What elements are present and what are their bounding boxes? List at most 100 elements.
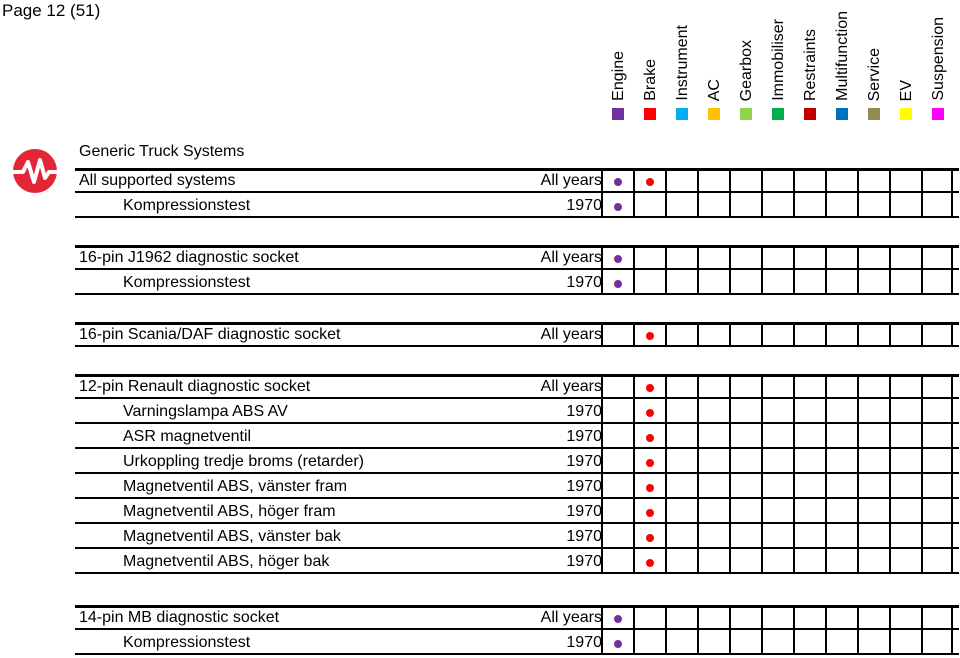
supported-dot-icon [614,178,622,186]
cell-immobiliser [761,171,793,191]
cell-suspension [921,630,953,653]
supported-dot-icon [614,615,622,623]
row-name: ASR magnetventil [123,428,252,445]
cell-ac [697,549,729,572]
table-row: Kompressionstest 1970 [75,630,959,655]
color-swatch-icon [772,108,784,120]
row-name: Kompressionstest [123,197,251,214]
cell-ev [889,325,921,345]
color-swatch-icon [612,108,624,120]
cell-engine [601,524,633,547]
page-number: Page 12 (51) [2,1,101,20]
supported-dot-icon [614,280,622,288]
cell-restraints [793,399,825,422]
row-name: Magnetventil ABS, höger bak [123,553,330,570]
supported-dot-icon [646,534,654,542]
table-row: All supported systems All years [75,168,959,193]
cell-multifunction [825,399,857,422]
cell-gearbox [729,424,761,447]
cell-engine [601,474,633,497]
cell-ac [697,608,729,628]
cell-service [857,377,889,397]
table-row: Kompressionstest 1970 [75,193,959,218]
cell-service [857,270,889,293]
row-name: Kompressionstest [123,634,251,651]
cell-multifunction [825,608,857,628]
cell-multifunction [825,549,857,572]
column-label: AC [706,78,723,101]
cell-immobiliser [761,424,793,447]
row-name: 16-pin Scania/DAF diagnostic socket [79,326,341,343]
row-years: 1970 [566,478,602,495]
supported-dot-icon [646,384,654,392]
row-years: All years [540,609,602,626]
cell-instrument [665,499,697,522]
column-ac: AC [698,0,730,125]
cell-immobiliser [761,248,793,268]
table-row: Urkoppling tredje broms (retarder) 1970 [75,449,959,474]
cell-service [857,424,889,447]
supported-dot-icon [646,178,654,186]
cell-service [857,399,889,422]
row-name: 16-pin J1962 diagnostic socket [79,249,299,266]
cell-restraints [793,608,825,628]
column-label: Gearbox [738,39,755,101]
cell-brake [633,248,665,268]
cell-ev [889,630,921,653]
column-label: Engine [610,51,627,101]
column-label: Brake [642,59,659,101]
cell-suspension [921,524,953,547]
cell-instrument [665,549,697,572]
cell-suspension [921,449,953,472]
cell-instrument [665,399,697,422]
column-restraints: Restraints [794,0,826,125]
supported-dot-icon [646,409,654,417]
cell-ac [697,524,729,547]
cell-gearbox [729,171,761,191]
cell-brake [633,325,665,345]
cell-immobiliser [761,630,793,653]
cell-brake [633,499,665,522]
cell-service [857,193,889,216]
cell-restraints [793,524,825,547]
cell-service [857,325,889,345]
supported-dot-icon [614,255,622,263]
cell-brake [633,608,665,628]
cell-suspension [921,499,953,522]
cell-instrument [665,524,697,547]
cell-multifunction [825,325,857,345]
cell-instrument [665,171,697,191]
row-years: All years [540,326,602,343]
group-title: Generic Truck Systems [79,143,245,160]
cell-brake [633,377,665,397]
color-swatch-icon [644,108,656,120]
cell-ev [889,171,921,191]
color-swatch-icon [740,108,752,120]
cell-engine [601,608,633,628]
cell-brake [633,193,665,216]
cell-engine [601,248,633,268]
cell-immobiliser [761,549,793,572]
cell-brake [633,474,665,497]
color-swatch-icon [676,108,688,120]
cell-multifunction [825,474,857,497]
cell-suspension [921,549,953,572]
cell-suspension [921,270,953,293]
cell-suspension [921,171,953,191]
color-swatch-icon [932,108,944,120]
cell-multifunction [825,449,857,472]
cell-gearbox [729,630,761,653]
cell-immobiliser [761,499,793,522]
cell-ac [697,499,729,522]
supported-dot-icon [614,203,622,211]
cell-brake [633,449,665,472]
cell-ac [697,193,729,216]
system-column-header: Engine Brake Instrument AC Gearbox Immobilise… [0,0,960,125]
cell-restraints [793,549,825,572]
column-label: Multifunction [834,11,851,101]
cell-engine [601,270,633,293]
supported-dot-icon [646,559,654,567]
cell-service [857,630,889,653]
cell-restraints [793,474,825,497]
color-swatch-icon [708,108,720,120]
